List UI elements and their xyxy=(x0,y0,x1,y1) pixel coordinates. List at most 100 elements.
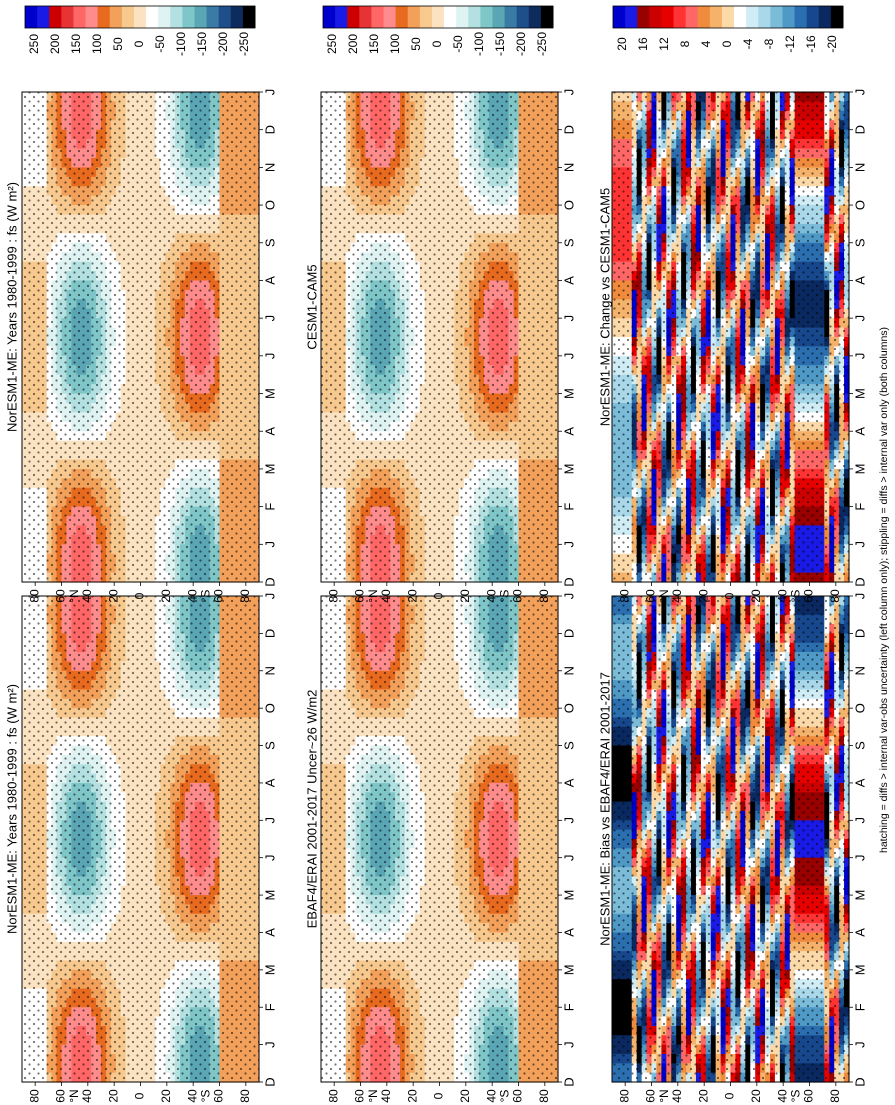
month-tick-label: A xyxy=(561,427,576,436)
colorbar-swatch xyxy=(347,6,360,28)
month-tick-label: J xyxy=(852,817,867,824)
colorbar-swatch xyxy=(649,6,662,28)
colorbar-tick-label: -50 xyxy=(153,35,167,53)
lat-tick-label: 40 xyxy=(670,589,684,603)
month-tick-label: N xyxy=(561,163,576,172)
colorbar-swatch xyxy=(637,6,650,28)
month-tick-label: S xyxy=(852,741,867,750)
colorbar-swatch xyxy=(182,6,195,28)
lat-tick-label: 20 xyxy=(106,1089,120,1103)
colorbar-tick-label: -50 xyxy=(451,35,465,53)
month-tick-label: A xyxy=(852,928,867,937)
month-tick-label: J xyxy=(561,541,576,548)
colorbar-tick-label: -250 xyxy=(535,32,549,56)
month-tick-label: N xyxy=(262,666,277,675)
hemisphere-label-north: °N xyxy=(67,589,81,602)
colorbar-swatch xyxy=(335,6,348,28)
month-tick-label: M xyxy=(262,964,277,975)
colorbar-swatch xyxy=(468,6,481,28)
month-tick-label: O xyxy=(561,703,576,713)
month-tick-label: J xyxy=(561,593,576,600)
month-tick-label: O xyxy=(262,200,277,210)
lat-tick-label: 60 xyxy=(511,1089,525,1103)
colorbar-tick-label: 12 xyxy=(657,37,671,51)
lat-tick-label: 60 xyxy=(353,1089,367,1103)
month-tick-label: M xyxy=(852,388,867,399)
colorbar-swatch xyxy=(613,6,626,28)
colorbar-tick-label: -150 xyxy=(195,32,209,56)
hemisphere-label-north: °N xyxy=(657,1089,671,1102)
month-tick-label: J xyxy=(852,854,867,861)
month-tick-label: D xyxy=(561,629,576,638)
stippling-overlay xyxy=(321,596,558,1082)
lat-tick-label: 20 xyxy=(749,589,763,603)
month-tick-label: M xyxy=(561,388,576,399)
month-tick-label: N xyxy=(852,666,867,675)
month-tick-label: D xyxy=(262,577,277,586)
month-tick-label: S xyxy=(561,238,576,247)
month-tick-label: D xyxy=(561,125,576,134)
colorbar-swatch xyxy=(73,6,87,28)
month-tick-label: O xyxy=(852,703,867,713)
stippling-overlay xyxy=(22,596,259,1082)
colorbar-swatch xyxy=(121,6,135,28)
lat-tick-label: 40 xyxy=(775,589,789,603)
month-tick-label: J xyxy=(262,817,277,824)
month-tick-label: J xyxy=(262,854,277,861)
colorbar-swatch xyxy=(492,6,506,28)
month-tick-label: M xyxy=(852,964,867,975)
colorbar-tick-label: 0 xyxy=(720,40,734,47)
colorbar-tick-label: -150 xyxy=(493,32,507,56)
hemisphere-label-north: °N xyxy=(657,589,671,602)
colorbar-tick-label: -4 xyxy=(741,38,755,49)
colorbar-swatch xyxy=(383,6,397,28)
month-tick-label: J xyxy=(561,353,576,360)
lat-tick-label: 40 xyxy=(484,589,498,603)
colorbar-tick-label: 250 xyxy=(325,34,339,54)
colorbar-tick-label: 50 xyxy=(111,37,125,51)
colorbar-swatch xyxy=(709,6,723,28)
lat-tick-label: 20 xyxy=(405,589,419,603)
colorbar-swatch xyxy=(673,6,687,28)
colorbar-swatch xyxy=(818,6,832,28)
colorbar-swatch xyxy=(133,6,147,28)
colorbar-tick-label: -8 xyxy=(762,38,776,49)
colorbar-tick-label: -250 xyxy=(237,32,251,56)
lat-tick-label: 80 xyxy=(326,589,340,603)
hemisphere-label-south: °S xyxy=(199,1090,213,1103)
month-tick-label: M xyxy=(262,464,277,475)
lat-tick-label: 20 xyxy=(458,1089,472,1103)
colorbar: 250 200 150 100 50 0 -50 -100 -150 -200 -250 xyxy=(24,5,256,56)
panel-title: CESM1-CAM5 xyxy=(304,264,319,349)
colorbar-tick-label: 4 xyxy=(699,40,713,47)
lat-tick-label: 40 xyxy=(670,1089,684,1103)
month-tick-label: A xyxy=(852,778,867,787)
colorbar-swatch xyxy=(540,6,554,28)
lat-tick-label: 0 xyxy=(432,1092,446,1099)
colorbar-swatch xyxy=(697,6,711,28)
month-tick-label: J xyxy=(852,353,867,360)
colorbar-swatch xyxy=(395,6,409,28)
colorbar-swatch xyxy=(625,6,638,28)
colorbar-tick-label: -100 xyxy=(174,32,188,56)
panel-title: EBAF4/ERAI 2001-2017 Uncer~26 W/m2 xyxy=(304,690,319,929)
stippling-overlay xyxy=(612,92,849,582)
lat-tick-label: 0 xyxy=(723,1092,737,1099)
colorbar-swatch xyxy=(194,6,208,28)
hemisphere-label-north: °N xyxy=(67,1089,81,1102)
colorbar-swatch xyxy=(661,6,675,28)
colorbar-swatch xyxy=(158,6,171,28)
lat-tick-label: 60 xyxy=(802,589,816,603)
colorbar-tick-label: 20 xyxy=(615,37,629,51)
colorbar-tick-label: 200 xyxy=(346,34,360,54)
month-tick-label: J xyxy=(852,1041,867,1048)
lat-tick-label: 0 xyxy=(723,592,737,599)
colorbar-tick-label: 16 xyxy=(636,37,650,51)
colorbar-tick-label: 100 xyxy=(388,34,402,54)
colorbar-swatch xyxy=(146,6,159,28)
